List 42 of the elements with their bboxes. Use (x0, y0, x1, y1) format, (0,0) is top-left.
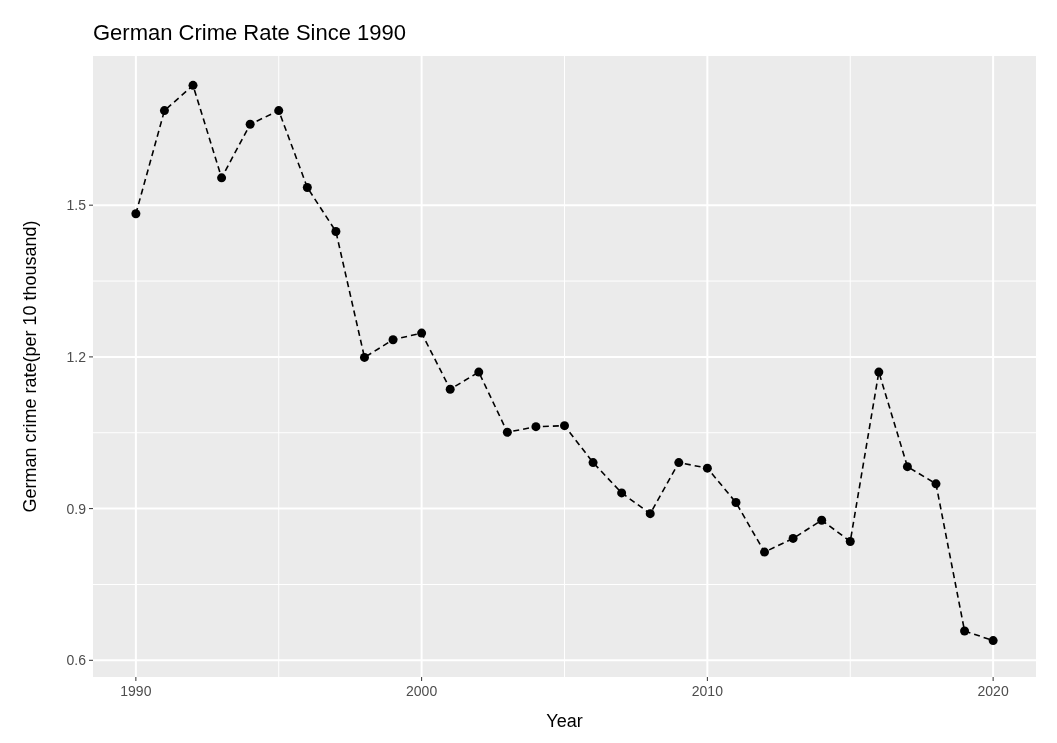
point (788, 533, 798, 543)
y-tick-label: 0.9 (66, 500, 87, 517)
y-tick-label: 1.2 (66, 348, 87, 365)
point (331, 226, 341, 236)
point (902, 462, 912, 472)
point (217, 173, 227, 183)
y-axis-title: German crime rate(per 10 thousand) (20, 220, 40, 513)
point (274, 106, 284, 116)
point (417, 328, 427, 338)
point (131, 209, 141, 219)
x-tick-label: 2010 (691, 683, 724, 699)
point (931, 479, 941, 489)
point (702, 463, 712, 473)
point (474, 367, 484, 377)
x-tick-label: 2020 (977, 683, 1009, 699)
point (731, 498, 741, 508)
point (960, 626, 970, 636)
point (760, 547, 770, 557)
point (302, 182, 312, 192)
point (845, 536, 855, 546)
point (245, 119, 255, 129)
point (388, 335, 398, 345)
point (502, 427, 512, 437)
point (445, 384, 455, 394)
x-tick-label: 1990 (120, 683, 152, 699)
chart-title: German Crime Rate Since 1990 (93, 20, 407, 45)
y-tick-label: 1.5 (66, 197, 87, 214)
y-tick-label: 0.6 (66, 652, 87, 669)
point (359, 352, 369, 362)
point (531, 422, 541, 432)
x-axis-title: Year (546, 711, 583, 731)
point (188, 80, 198, 90)
x-tick-label: 2000 (406, 683, 438, 699)
point (988, 636, 998, 646)
point (159, 106, 169, 116)
point (645, 509, 655, 519)
point (617, 488, 627, 498)
point (560, 421, 569, 431)
point (874, 367, 884, 377)
point (674, 458, 684, 468)
point (817, 515, 827, 525)
point (588, 458, 598, 468)
